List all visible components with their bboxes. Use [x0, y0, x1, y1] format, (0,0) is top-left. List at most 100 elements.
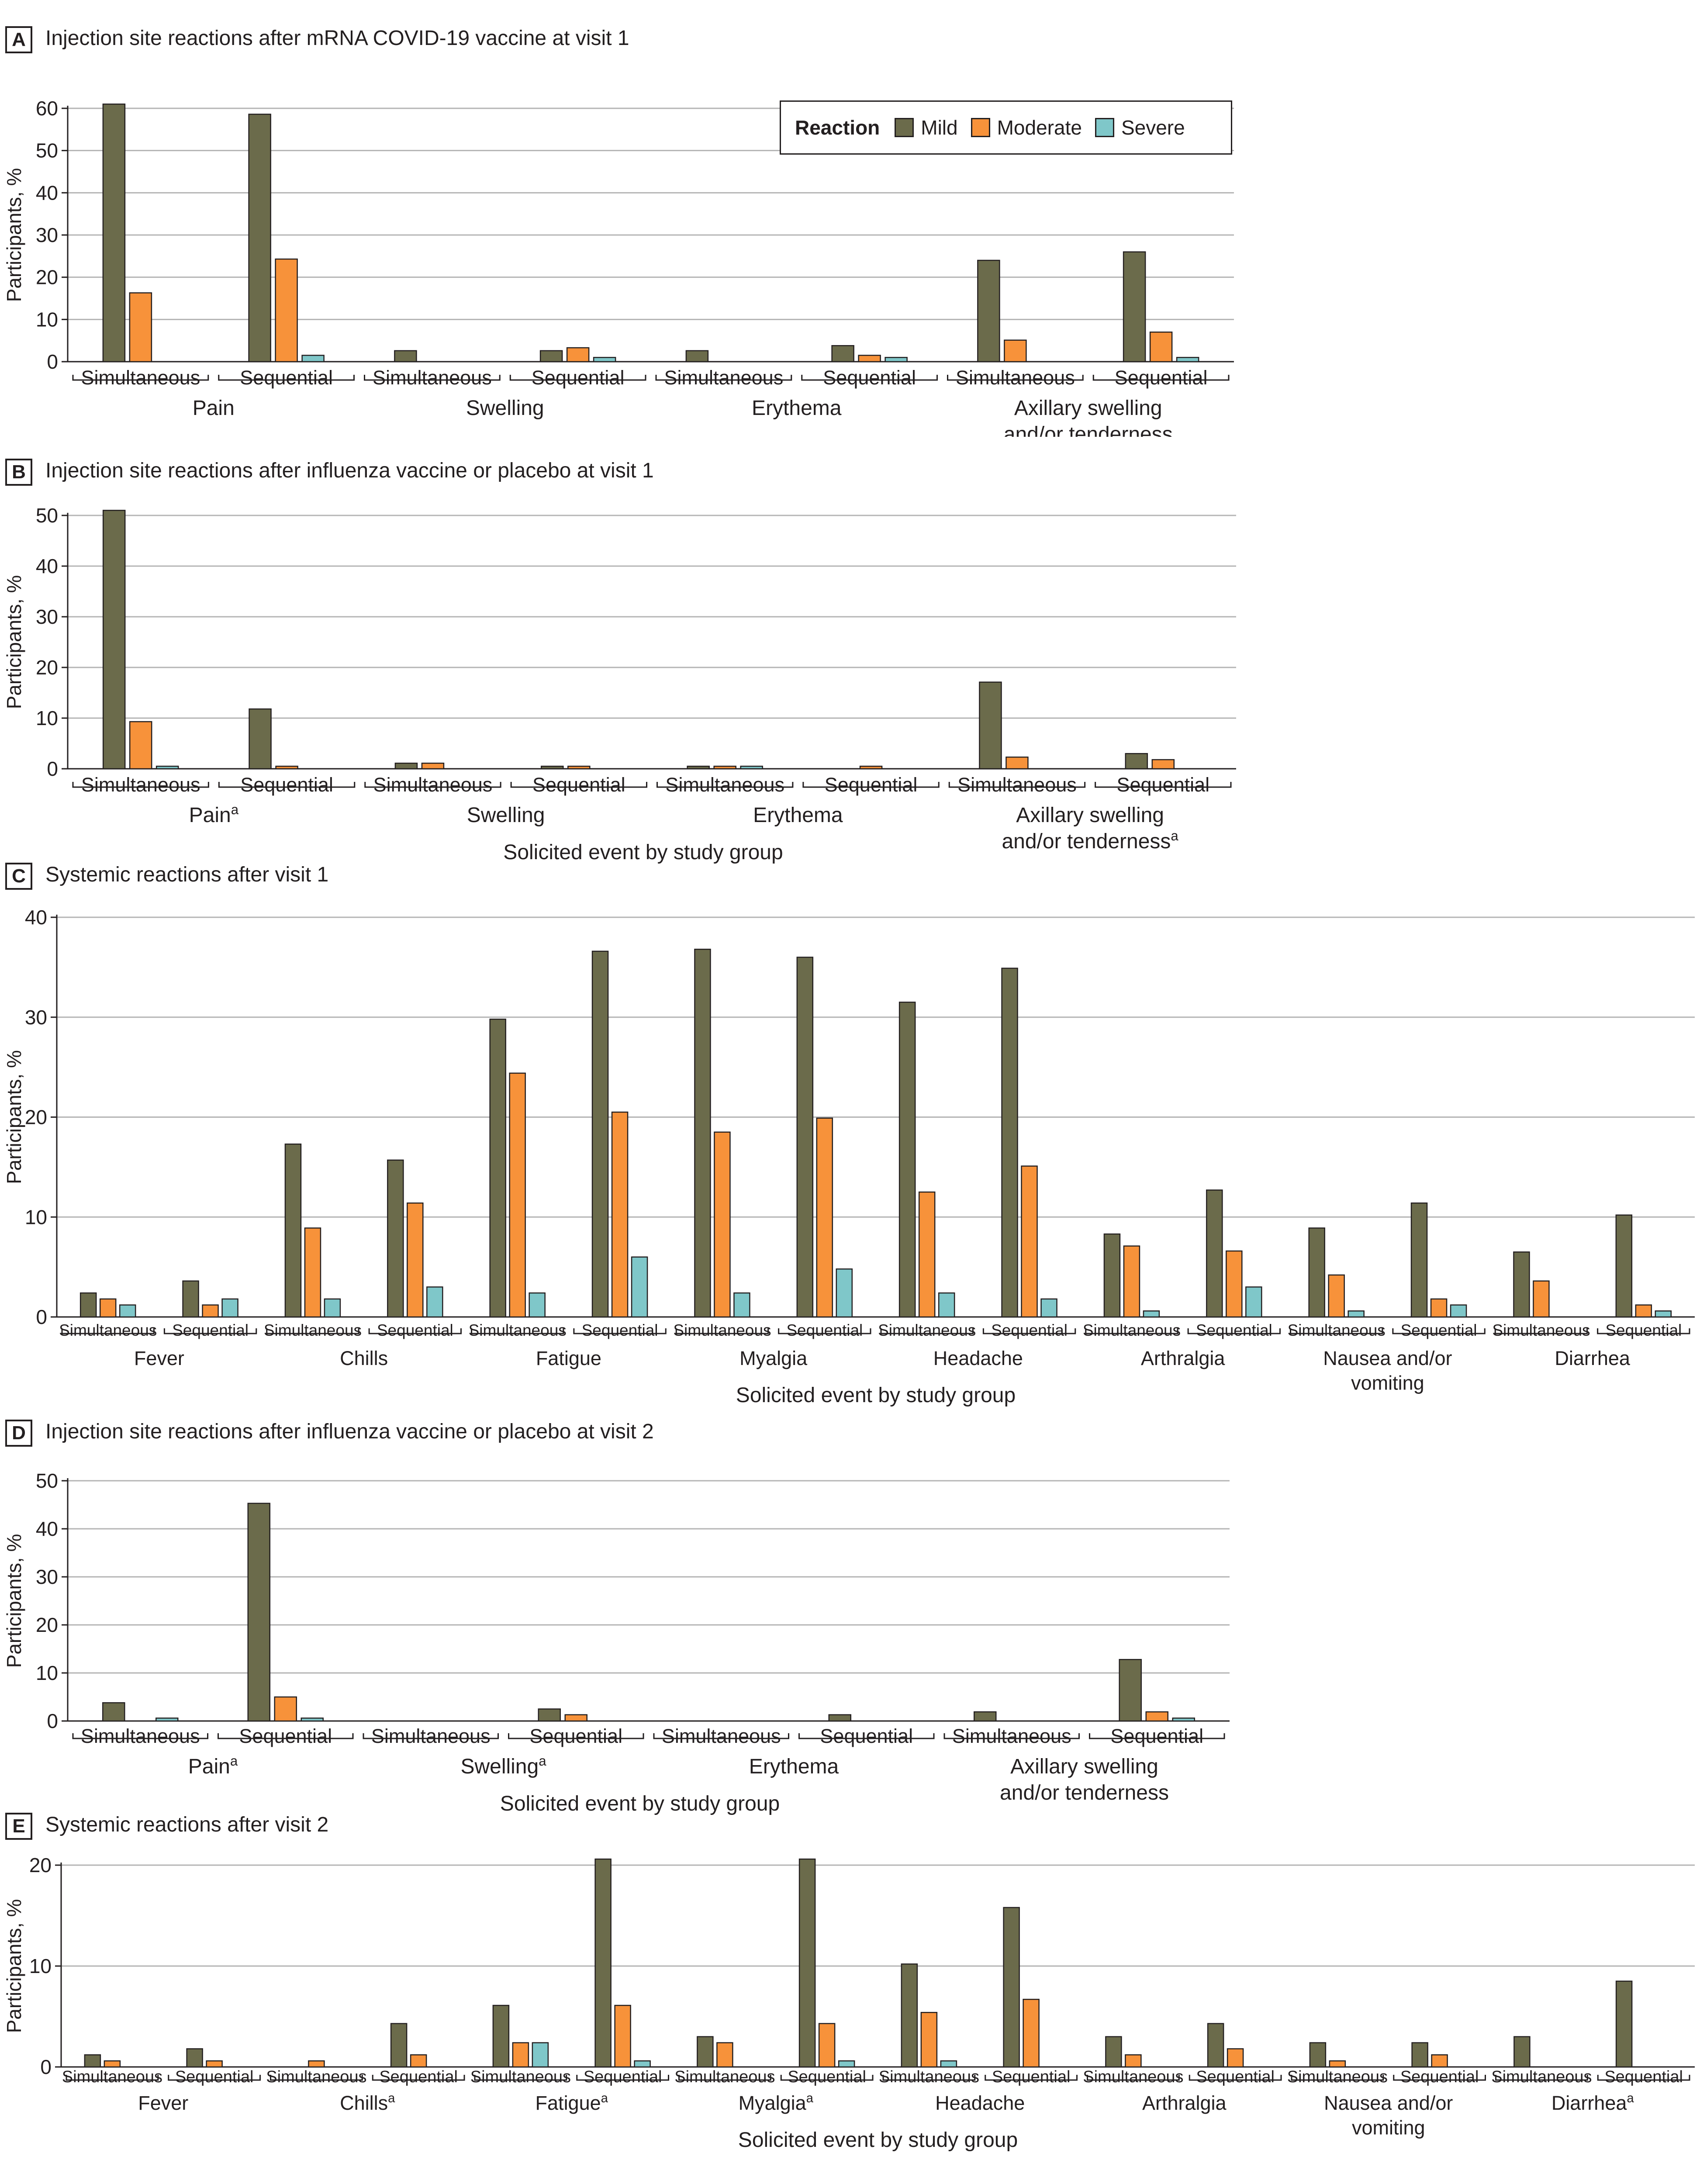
subgroup-bracket — [880, 1328, 974, 1334]
subgroup-label: Simultaneous — [266, 2068, 366, 2086]
subgroup-label: Sequential — [532, 774, 625, 796]
subgroup-label: Sequential — [1400, 2068, 1479, 2086]
subgroup-bracket — [675, 1328, 769, 1334]
subgroup-bracket — [508, 1733, 644, 1739]
y-tick-label: 20 — [36, 656, 58, 679]
chart-e: 0 10 20 Participants, % Simultaneous Sequenti… — [3, 1854, 1695, 2152]
subgroup-label: Sequential — [1401, 1321, 1477, 1339]
bar-severe — [301, 355, 325, 363]
y-tick-label: 0 — [47, 757, 58, 780]
event-label: Myalgia — [739, 1347, 808, 1369]
y-tick-label: 40 — [36, 555, 58, 577]
bar-moderate — [1329, 2060, 1346, 2068]
subgroup-label: Simultaneous — [665, 774, 784, 796]
subgroup-label: Simultaneous — [952, 1725, 1071, 1747]
subgroup-bracket — [653, 1733, 789, 1739]
event-label: Paina — [188, 1753, 238, 1778]
bar-moderate — [202, 1304, 219, 1318]
subgroup-bracket — [1597, 1328, 1690, 1334]
legend-label: Moderate — [997, 116, 1082, 139]
subgroup-label: Sequential — [991, 1321, 1068, 1339]
legend-swatch-mild — [895, 118, 914, 137]
legend-title: Reaction — [795, 116, 880, 139]
y-tick-label: 20 — [36, 266, 58, 289]
subgroup-label: Sequential — [584, 2068, 662, 2086]
bar-moderate — [1021, 1165, 1038, 1318]
bar-mild — [102, 104, 126, 363]
subgroup-bracket — [61, 1328, 155, 1334]
subgroup-label: Simultaneous — [1492, 1321, 1590, 1339]
subgroup-label: Sequential — [820, 1725, 913, 1747]
bar-moderate — [859, 765, 883, 770]
y-axis-label: Participants, % — [3, 1899, 25, 2033]
y-tick-label: 0 — [36, 1306, 47, 1328]
bar-severe — [1245, 1286, 1262, 1318]
subgroup-bracket — [509, 375, 646, 381]
subgroup-label: Simultaneous — [1491, 2068, 1592, 2086]
bar-severe — [885, 357, 908, 363]
bar-severe — [221, 1298, 238, 1318]
subgroup-label: Simultaneous — [373, 366, 492, 389]
bar-mild — [249, 708, 272, 770]
bar-mild — [1103, 1233, 1121, 1318]
bar-moderate — [614, 2004, 631, 2068]
y-tick-label: 10 — [36, 308, 58, 331]
subgroup-bracket — [798, 1733, 935, 1739]
bar-mild — [390, 2023, 408, 2068]
subgroup-bracket — [982, 1328, 1076, 1334]
bar-moderate — [566, 347, 590, 363]
subgroup-bracket — [1393, 2075, 1486, 2081]
subgroup-bracket — [368, 1328, 462, 1334]
y-axis-label: Participants, % — [3, 1050, 25, 1184]
bar-mild — [901, 1963, 918, 2068]
bar-mild — [247, 1503, 270, 1722]
bar-severe — [938, 1292, 955, 1318]
bar-mild — [1123, 251, 1146, 363]
subgroup-label: Simultaneous — [373, 774, 493, 796]
bar-moderate — [275, 765, 298, 770]
bar-moderate — [716, 2042, 733, 2068]
subgroup-bracket — [947, 375, 1084, 381]
bar-moderate — [410, 2054, 427, 2068]
subgroup-label: Sequential — [377, 1321, 453, 1339]
bar-mild — [697, 2036, 714, 2068]
bar-severe — [1348, 1310, 1365, 1318]
event-label: Arthralgia — [1141, 1347, 1226, 1369]
subgroup-bracket — [266, 1328, 359, 1334]
bar-mild — [1308, 1227, 1325, 1318]
subgroup-label: Simultaneous — [59, 1321, 157, 1339]
bar-moderate — [1151, 759, 1175, 770]
y-tick-label: 20 — [29, 1854, 52, 1876]
event-label: Pain — [193, 397, 235, 420]
bar-mild — [102, 510, 126, 770]
bar-mild — [1410, 1202, 1428, 1318]
bar-moderate — [858, 355, 881, 363]
y-tick-label: 50 — [36, 1469, 58, 1492]
subgroup-label: Sequential — [175, 2068, 254, 2086]
subgroup-label: Sequential — [239, 1725, 332, 1747]
y-tick-label: 0 — [47, 1710, 58, 1732]
y-tick-label: 30 — [36, 1565, 58, 1588]
y-tick-label: 50 — [36, 504, 58, 527]
bar-severe — [155, 1717, 179, 1722]
subgroup-bracket — [471, 1328, 564, 1334]
subgroup-label: Sequential — [992, 2068, 1071, 2086]
chart-c: 0 10 20 30 40 Participants, % Simultaneous Sequ… — [3, 906, 1695, 1407]
y-tick-label: 40 — [25, 906, 47, 929]
subgroup-label: Simultaneous — [664, 366, 784, 389]
y-tick-label: 10 — [25, 1206, 47, 1228]
subgroup-label: Sequential — [825, 774, 918, 796]
bar-mild — [1615, 1214, 1633, 1318]
panel-title: Injection site reactions after influenza… — [45, 459, 654, 482]
bar-mild — [1207, 2023, 1224, 2068]
panel-letter: E — [5, 1813, 32, 1840]
bar-severe — [155, 765, 179, 770]
subgroup-bracket — [270, 2075, 363, 2081]
subgroup-label: Simultaneous — [878, 1321, 976, 1339]
bar-moderate — [129, 721, 152, 770]
subgroup-bracket — [1095, 782, 1232, 788]
subgroup-label: Sequential — [1604, 2068, 1683, 2086]
bar-mild — [898, 1002, 916, 1318]
panel-d: D Injection site reactions after influen… — [0, 1415, 1700, 1830]
legend-item-severe: Severe — [1095, 116, 1185, 139]
